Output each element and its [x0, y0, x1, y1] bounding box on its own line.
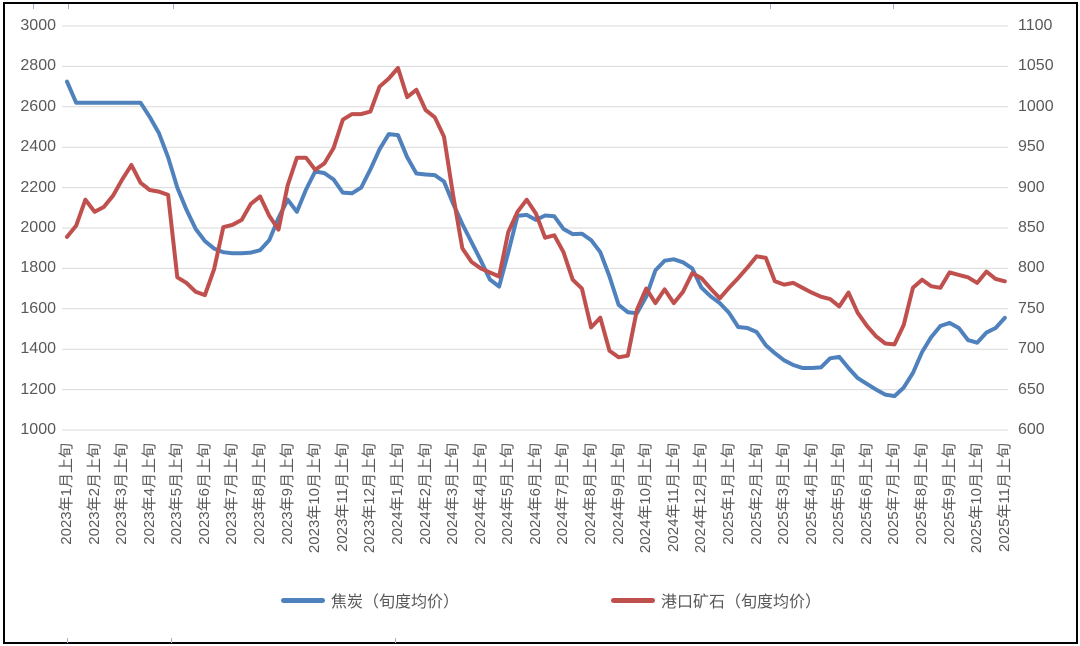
series-line-coke: [65, 79, 1007, 399]
x-axis-tick-label: 2025年3月上旬: [775, 443, 793, 545]
x-axis-tick-label: 2025年1月上旬: [719, 443, 737, 545]
x-axis-tick-label: 2024年7月上旬: [554, 443, 572, 545]
y-axis-tick-label-left: 2400: [20, 138, 56, 156]
y-axis-tick-label-right: 1100: [1018, 17, 1053, 34]
legend-label-coke: 焦炭（旬度均价）: [331, 594, 460, 611]
x-axis-tick-label: 2023年7月上旬: [223, 443, 241, 545]
x-axis-tick-label: 2023年1月上旬: [58, 443, 75, 545]
x-axis-tick-label: 2024年4月上旬: [471, 443, 489, 545]
x-axis-tick-label: 2024年10月上旬: [637, 443, 655, 554]
legend-item-coke: 焦炭（旬度均价）: [281, 588, 459, 612]
x-axis-tick-label: 2024年3月上旬: [444, 443, 462, 545]
y-axis-tick-label-left: 1000: [20, 421, 56, 438]
y-axis-tick-label-right: 650: [1018, 380, 1045, 398]
x-axis-tick-label: 2025年6月上旬: [857, 443, 875, 545]
y-axis-tick-label-right: 600: [1018, 421, 1045, 438]
y-axis-tick-label-left: 1600: [20, 299, 56, 317]
y-axis-tick-label-right: 950: [1018, 138, 1045, 156]
x-axis-tick-label: 2025年4月上旬: [802, 443, 820, 545]
x-axis-tick-label: 2024年12月上旬: [692, 443, 710, 554]
x-axis-tick-label: 2024年2月上旬: [416, 443, 434, 545]
y-axis-tick-label-left: 2800: [20, 57, 56, 75]
frame-artifact-tick: [67, 638, 68, 643]
x-axis-tick-label: 2024年11月上旬: [664, 443, 682, 552]
y-axis-tick-label-left: 1800: [20, 259, 56, 277]
y-axis-tick-label-right: 750: [1018, 299, 1045, 317]
frame-artifact-tick: [171, 638, 172, 643]
x-axis-tick-label: 2023年9月上旬: [278, 443, 296, 545]
y-axis-tick-label-left: 2600: [20, 97, 56, 115]
legend-swatch-coke: [281, 597, 325, 603]
y-axis-tick-label-left: 1200: [20, 380, 56, 398]
x-axis-tick-label: 2023年6月上旬: [195, 443, 213, 545]
x-axis-tick-label: 2023年8月上旬: [251, 443, 269, 545]
chart-legend: 焦炭（旬度均价） 港口矿石（旬度均价）: [0, 588, 1080, 612]
y-axis-tick-label-right: 900: [1018, 178, 1045, 196]
y-axis-tick-label-left: 2000: [20, 219, 56, 236]
legend-item-ore: 港口矿石（旬度均价）: [611, 588, 821, 612]
x-axis-tick-label: 2023年3月上旬: [113, 443, 131, 545]
y-axis-tick-label-left: 2200: [20, 178, 56, 196]
x-axis-tick-label: 2024年6月上旬: [526, 443, 544, 545]
legend-swatch-ore: [611, 597, 655, 603]
frame-artifact-tick: [68, 4, 69, 9]
x-axis-tick-label: 2025年5月上旬: [830, 443, 848, 545]
x-axis-tick-label: 2025年10月上旬: [968, 443, 986, 554]
y-axis-tick-label-left: 3000: [20, 17, 56, 34]
y-axis-tick-label-right: 800: [1018, 259, 1045, 277]
x-axis-tick-label: 2024年1月上旬: [388, 443, 406, 545]
y-axis-tick-label-left: 1400: [20, 340, 56, 358]
y-axis-tick-label-right: 700: [1018, 340, 1045, 358]
frame-artifact-tick: [33, 4, 34, 9]
y-axis-tick-label-right: 1050: [1018, 57, 1054, 75]
x-axis-tick-label: 2025年9月上旬: [940, 443, 958, 545]
x-axis-tick-label: 2025年8月上旬: [913, 443, 931, 545]
x-axis-tick-label: 2025年11月上旬: [995, 443, 1013, 552]
x-axis-tick-label: 2024年8月上旬: [582, 443, 600, 545]
frame-artifact-tick: [395, 638, 396, 643]
frame-artifact-tick: [893, 4, 894, 9]
x-axis-tick-label: 2025年2月上旬: [747, 443, 765, 545]
x-axis-tick-label: 2023年11月上旬: [333, 443, 351, 552]
frame-artifact-tick: [173, 4, 174, 9]
frame-artifact-tick: [770, 4, 771, 9]
x-axis-tick-label: 2025年7月上旬: [885, 443, 903, 545]
y-axis-tick-label-right: 1000: [1018, 97, 1054, 115]
y-axis-tick-label-right: 850: [1018, 219, 1045, 236]
x-axis-tick-label: 2024年9月上旬: [609, 443, 627, 545]
x-axis-tick-label: 2023年5月上旬: [168, 443, 186, 545]
x-axis-tick-label: 2023年10月上旬: [306, 443, 324, 554]
x-axis-tick-label: 2023年2月上旬: [85, 443, 103, 545]
x-axis-tick-label: 2023年4月上旬: [140, 443, 158, 545]
series-line-ore: [65, 66, 1007, 360]
x-axis-tick-label: 2023年12月上旬: [361, 443, 379, 554]
legend-label-ore: 港口矿石（旬度均价）: [661, 594, 822, 611]
x-axis-tick-label: 2024年5月上旬: [499, 443, 517, 545]
